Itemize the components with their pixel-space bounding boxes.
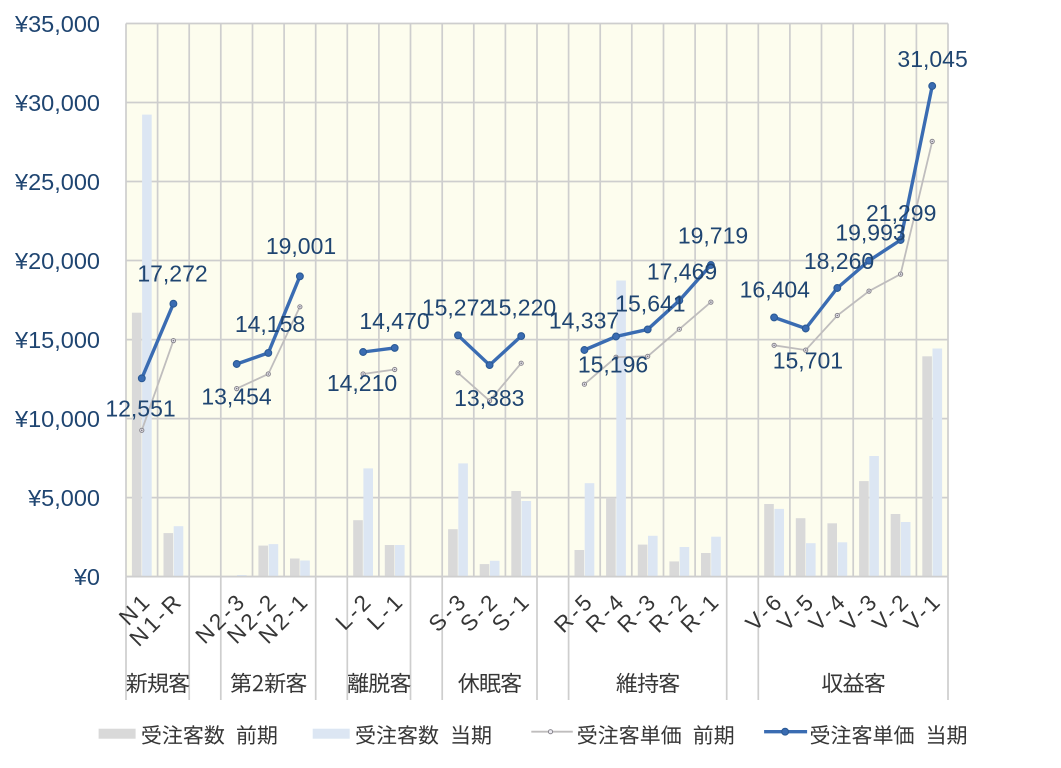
svg-text:15,196: 15,196 xyxy=(578,352,648,378)
svg-text:¥0: ¥0 xyxy=(73,564,100,590)
svg-text:21,299: 21,299 xyxy=(866,200,936,226)
svg-text:19,993: 19,993 xyxy=(835,220,905,246)
svg-text:¥25,000: ¥25,000 xyxy=(14,169,100,195)
svg-text:14,337: 14,337 xyxy=(549,308,619,334)
svg-text:15,641: 15,641 xyxy=(615,290,685,316)
svg-text:¥5,000: ¥5,000 xyxy=(27,485,100,511)
svg-text:¥20,000: ¥20,000 xyxy=(14,248,100,274)
svg-text:¥35,000: ¥35,000 xyxy=(14,11,100,37)
svg-text:19,719: 19,719 xyxy=(678,223,748,249)
svg-text:13,454: 13,454 xyxy=(201,384,272,410)
svg-text:13,383: 13,383 xyxy=(454,385,524,411)
svg-text:19,001: 19,001 xyxy=(266,233,336,259)
svg-text:¥15,000: ¥15,000 xyxy=(14,327,100,353)
svg-text:17,469: 17,469 xyxy=(647,259,717,285)
svg-text:14,158: 14,158 xyxy=(235,311,305,337)
svg-text:14,210: 14,210 xyxy=(327,370,397,396)
svg-text:15,220: 15,220 xyxy=(486,295,556,321)
svg-text:14,470: 14,470 xyxy=(359,308,429,334)
svg-text:12,551: 12,551 xyxy=(105,396,175,422)
svg-text:17,272: 17,272 xyxy=(137,261,207,287)
svg-text:31,045: 31,045 xyxy=(897,46,967,72)
svg-text:16,404: 16,404 xyxy=(740,277,811,303)
svg-text:¥10,000: ¥10,000 xyxy=(14,406,100,432)
svg-text:18,260: 18,260 xyxy=(804,248,874,274)
svg-text:15,701: 15,701 xyxy=(773,347,843,373)
svg-text:¥30,000: ¥30,000 xyxy=(14,90,100,116)
svg-text:15,272: 15,272 xyxy=(422,295,492,321)
